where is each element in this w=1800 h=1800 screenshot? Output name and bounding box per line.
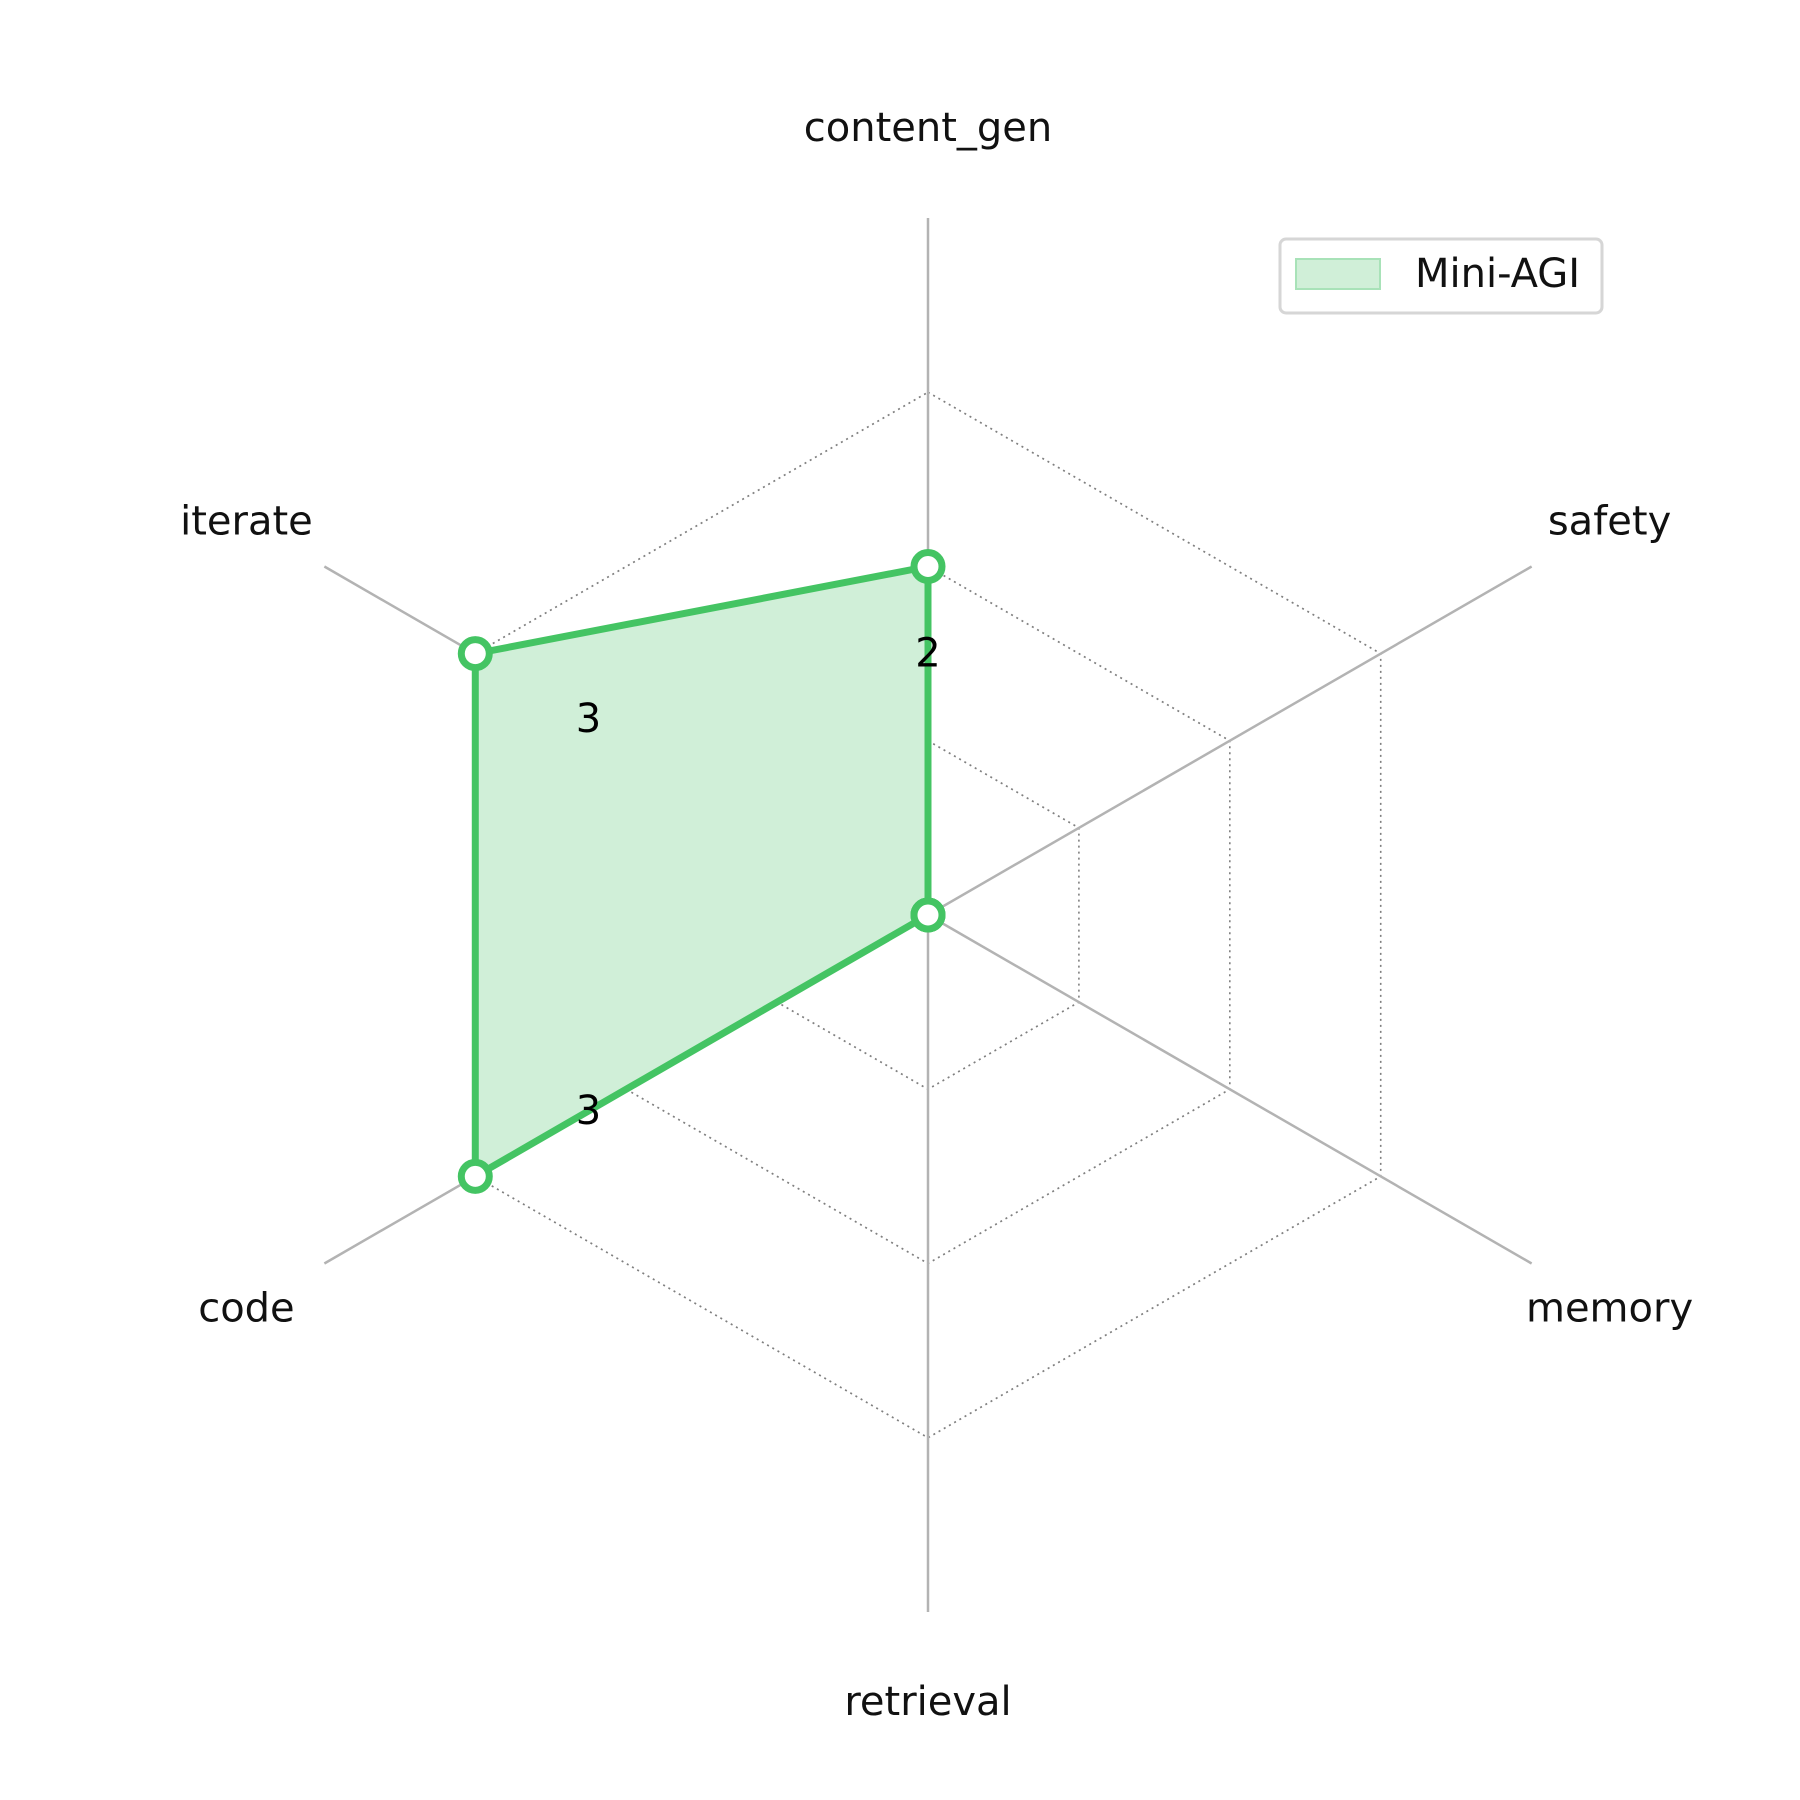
series-layer: [457, 549, 946, 1194]
data-labels: 2 3 3: [576, 631, 941, 1134]
legend-box: [1278, 237, 1604, 315]
axis-label-code: code: [198, 1286, 294, 1332]
axis-label-retrieval: retrieval: [844, 1679, 1011, 1725]
axis-label-memory: memory: [1526, 1286, 1693, 1332]
legend-label: Mini-AGI: [1415, 251, 1580, 297]
legend: Mini-AGI: [1278, 237, 1604, 315]
series-point-content-gen: [910, 549, 946, 584]
axis-spoke-memory: [927, 913, 1533, 1265]
series-point-iterate: [457, 636, 493, 672]
axis-label-safety: safety: [1548, 499, 1671, 545]
data-label-content-gen: 2: [915, 631, 940, 677]
series-area-mini-agi: [475, 566, 928, 1177]
series-point-retrieval: [910, 897, 946, 933]
data-label-code: 3: [576, 1088, 601, 1134]
series-point-code: [457, 1158, 493, 1194]
data-label-iterate: 3: [576, 696, 601, 742]
axis-spoke-safety: [927, 565, 1533, 917]
legend-swatch: [1295, 258, 1381, 290]
axis-label-content-gen: content_gen: [804, 105, 1053, 151]
axis-label-iterate: iterate: [180, 499, 313, 545]
